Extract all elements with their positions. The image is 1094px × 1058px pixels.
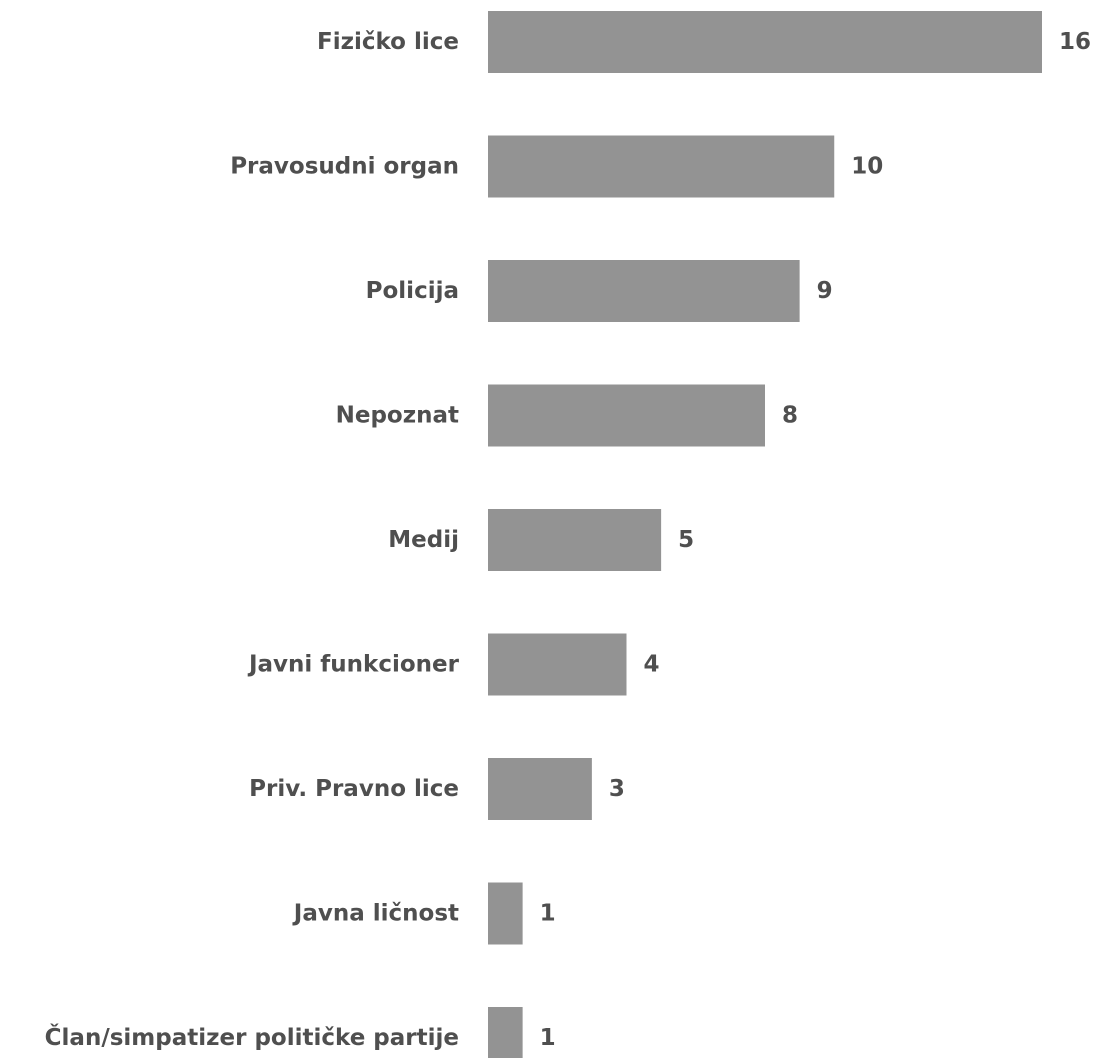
bar: [488, 11, 1042, 73]
value-label: 10: [851, 154, 883, 180]
category-label: Priv. Pravno lice: [249, 776, 459, 802]
bars: [488, 11, 1042, 1058]
value-label: 16: [1059, 29, 1091, 55]
category-label: Policija: [366, 278, 459, 304]
value-labels: 16 10 9 8 5 4 3 1 1: [540, 29, 1091, 1051]
value-label: 9: [817, 278, 833, 304]
category-label: Pravosudni organ: [230, 154, 459, 180]
category-label: Fizičko lice: [317, 29, 459, 55]
value-label: 3: [609, 776, 625, 802]
bar: [488, 260, 800, 322]
category-labels: Fizičko lice Pravosudni organ Policija Nepo…: [45, 29, 460, 1051]
bar: [488, 135, 835, 198]
category-label: Javna ličnost: [292, 901, 459, 927]
category-label: Medij: [388, 527, 459, 553]
value-label: 4: [644, 652, 660, 678]
bar: [488, 384, 765, 447]
value-label: 8: [782, 403, 798, 429]
bar: [488, 633, 627, 696]
category-label: Javni funkcioner: [247, 652, 460, 678]
value-label: 5: [678, 527, 694, 553]
value-label: 1: [540, 901, 556, 927]
category-label: Nepoznat: [336, 403, 459, 429]
bar: [488, 1007, 523, 1058]
bar: [488, 882, 523, 945]
bar: [488, 509, 662, 571]
bar: [488, 758, 592, 820]
category-label: Član/simpatizer političke partije: [45, 1023, 459, 1051]
value-label: 1: [540, 1025, 556, 1051]
